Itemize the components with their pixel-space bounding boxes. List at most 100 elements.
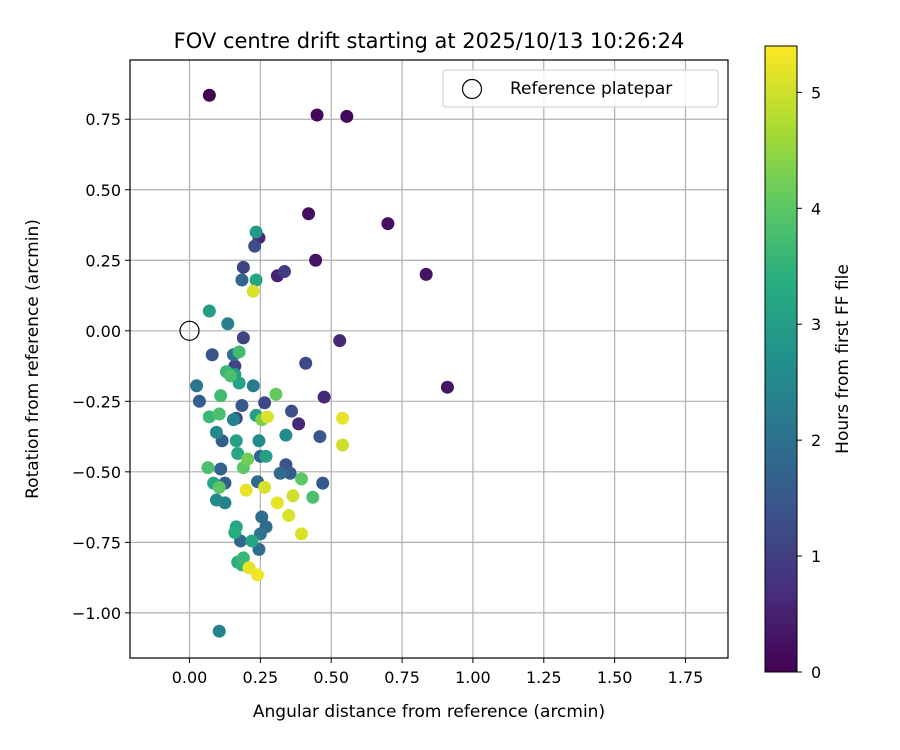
data-point: [294, 527, 308, 541]
data-point: [192, 394, 206, 408]
data-point: [294, 472, 308, 486]
data-point: [259, 449, 273, 463]
colorbar-label: Hours from first FF file: [833, 264, 853, 454]
data-point: [209, 425, 223, 439]
data-point: [282, 509, 296, 523]
x-tick-label: 0.50: [313, 668, 349, 687]
x-tick-label: 1.25: [526, 668, 562, 687]
data-point: [279, 428, 293, 442]
data-point: [246, 379, 260, 393]
legend-box: [442, 69, 719, 108]
chart-title: FOV centre drift starting at 2025/10/13 …: [174, 29, 685, 53]
legend-marker: [461, 78, 483, 100]
x-tick-label: 1.75: [668, 668, 704, 687]
data-point: [201, 461, 215, 475]
reference-marker: [179, 320, 200, 341]
data-point: [224, 369, 238, 383]
data-point: [235, 399, 249, 413]
data-point: [202, 88, 216, 102]
data-point: [273, 466, 287, 480]
data-point: [285, 404, 299, 418]
data-point: [252, 434, 266, 448]
colorbar-gradient: [764, 45, 798, 673]
data-point: [306, 490, 320, 504]
x-tick-label: 0.25: [243, 668, 279, 687]
y-tick-label: −0.75: [72, 533, 121, 552]
data-point: [212, 624, 226, 638]
data-point: [241, 452, 255, 466]
data-point: [212, 480, 226, 494]
data-point: [277, 265, 291, 279]
data-point: [235, 273, 249, 287]
data-point: [336, 411, 350, 425]
data-point: [440, 380, 454, 394]
data-point: [236, 331, 250, 345]
data-point: [212, 407, 226, 421]
data-point: [248, 239, 262, 253]
data-point: [214, 462, 228, 476]
data-point: [214, 389, 228, 403]
data-point: [317, 390, 331, 404]
data-point: [269, 387, 283, 401]
data-point: [190, 379, 204, 393]
data-point: [258, 396, 272, 410]
data-point: [313, 430, 327, 444]
colorbar: 0 1 2 3 4 5 Hours from first FF file: [764, 45, 853, 682]
colorbar-ticks: 0 1 2 3 4 5: [797, 83, 821, 682]
plot-frame: [129, 59, 729, 659]
data-point: [232, 345, 246, 359]
data-point: [292, 417, 306, 431]
x-tick-label: 0.00: [172, 668, 208, 687]
data-point: [231, 446, 245, 460]
y-tick-label: 0.50: [85, 181, 121, 200]
colorbar-tick-label: 3: [811, 315, 821, 334]
data-point: [236, 260, 250, 274]
x-axis-label: Angular distance from reference (arcmin): [253, 702, 605, 722]
data-point: [310, 108, 324, 122]
colorbar-tick-label: 4: [811, 199, 821, 218]
legend-label: Reference platepar: [510, 79, 672, 99]
y-tick-label: 0.25: [85, 251, 121, 270]
colorbar-tick-label: 1: [811, 547, 821, 566]
data-point: [251, 568, 265, 582]
x-tick-label: 1.50: [597, 668, 633, 687]
data-point: [336, 438, 350, 452]
data-point: [340, 109, 354, 123]
data-point: [221, 317, 235, 331]
data-point: [419, 267, 433, 281]
data-point: [260, 410, 274, 424]
data-point: [226, 413, 240, 427]
data-point: [333, 334, 347, 348]
data-point: [229, 434, 243, 448]
data-point: [299, 356, 313, 370]
data-point: [228, 525, 242, 539]
data-points: [179, 88, 454, 638]
data-point: [316, 476, 330, 490]
data-point: [309, 253, 323, 267]
data-point: [202, 410, 216, 424]
x-tick-label: 1.00: [455, 668, 491, 687]
y-tick-label: −1.00: [72, 604, 121, 623]
data-point: [270, 496, 284, 510]
y-axis-ticks: 0.75 0.50 0.25 0.00 −0.25 −0.50 −0.75 −1.00: [72, 110, 130, 623]
y-tick-label: 0.75: [85, 110, 121, 129]
data-point: [246, 284, 260, 298]
colorbar-tick-label: 0: [811, 663, 821, 682]
data-point: [283, 466, 297, 480]
data-point: [202, 304, 216, 318]
data-point: [255, 510, 269, 524]
data-point: [205, 348, 219, 362]
data-point: [258, 480, 272, 494]
colorbar-tick-label: 5: [811, 83, 821, 102]
data-point: [302, 207, 316, 221]
grid-lines: [130, 60, 728, 658]
data-point: [249, 225, 263, 239]
x-tick-label: 0.75: [384, 668, 420, 687]
x-axis-ticks: 0.00 0.25 0.50 0.75 1.00 1.25 1.50 1.75: [172, 658, 704, 687]
data-point: [239, 483, 253, 497]
data-point: [249, 273, 263, 287]
legend: Reference platepar: [442, 69, 719, 108]
y-axis-label: Rotation from reference (arcmin): [23, 219, 43, 499]
data-point: [209, 493, 223, 507]
